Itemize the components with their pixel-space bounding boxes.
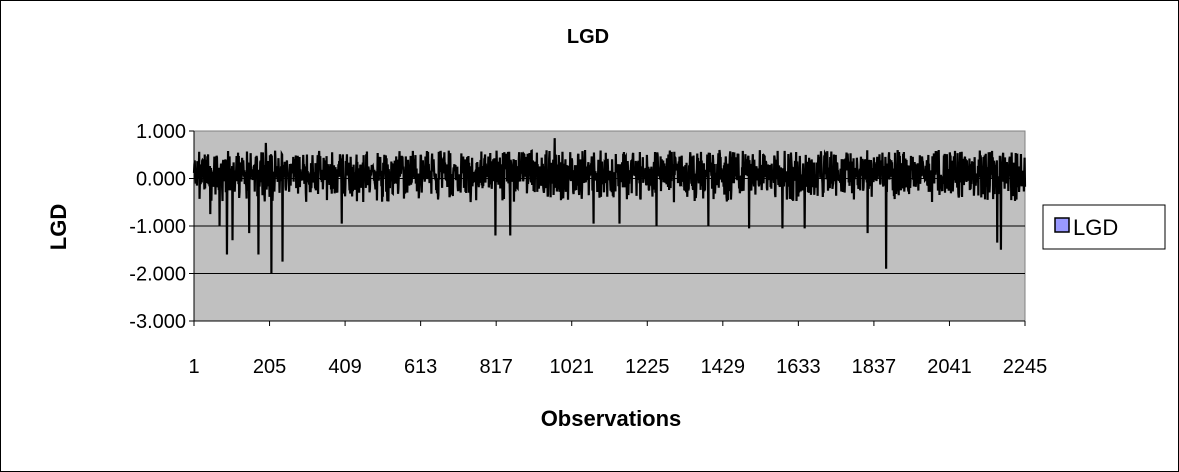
legend: LGD <box>1042 204 1166 250</box>
axes <box>189 130 1026 326</box>
y-tick-label: -3.000 <box>129 311 186 333</box>
y-tick-labels: 1.000 0.000 -1.000 -2.000 -3.000 <box>129 121 186 333</box>
y-tick-label: -1.000 <box>129 216 186 238</box>
x-tick-label: 1225 <box>625 356 670 378</box>
legend-box <box>1042 204 1166 250</box>
x-tick-label: 409 <box>328 356 361 378</box>
x-tick-label: 1 <box>188 356 199 378</box>
x-tick-label: 1633 <box>776 356 821 378</box>
x-axis-label: Observations <box>541 406 682 431</box>
x-tick-label: 205 <box>253 356 286 378</box>
x-tick-label: 1837 <box>852 356 897 378</box>
x-tick-label: 2245 <box>1003 356 1048 378</box>
x-tick-labels: 1 205 409 613 817 1021 1225 1429 1633 1837 2041 224… <box>188 356 1047 378</box>
x-tick-label: 1429 <box>701 356 746 378</box>
x-tick-label: 1021 <box>549 356 594 378</box>
y-tick-label: 1.000 <box>136 121 186 143</box>
chart-title: LGD <box>567 26 609 48</box>
series-lgd <box>192 138 1027 274</box>
legend-label-lgd: LGD <box>1073 215 1118 240</box>
legend-swatch-lgd <box>1054 217 1070 233</box>
y-tick-label: -2.000 <box>129 264 186 286</box>
lgd-series-line <box>192 138 1027 274</box>
x-tick-label: 2041 <box>927 356 972 378</box>
x-tick-label: 817 <box>479 356 512 378</box>
y-tick-label: 0.000 <box>136 169 186 191</box>
y-axis-label: LGD <box>46 204 71 250</box>
x-tick-label: 613 <box>404 356 437 378</box>
